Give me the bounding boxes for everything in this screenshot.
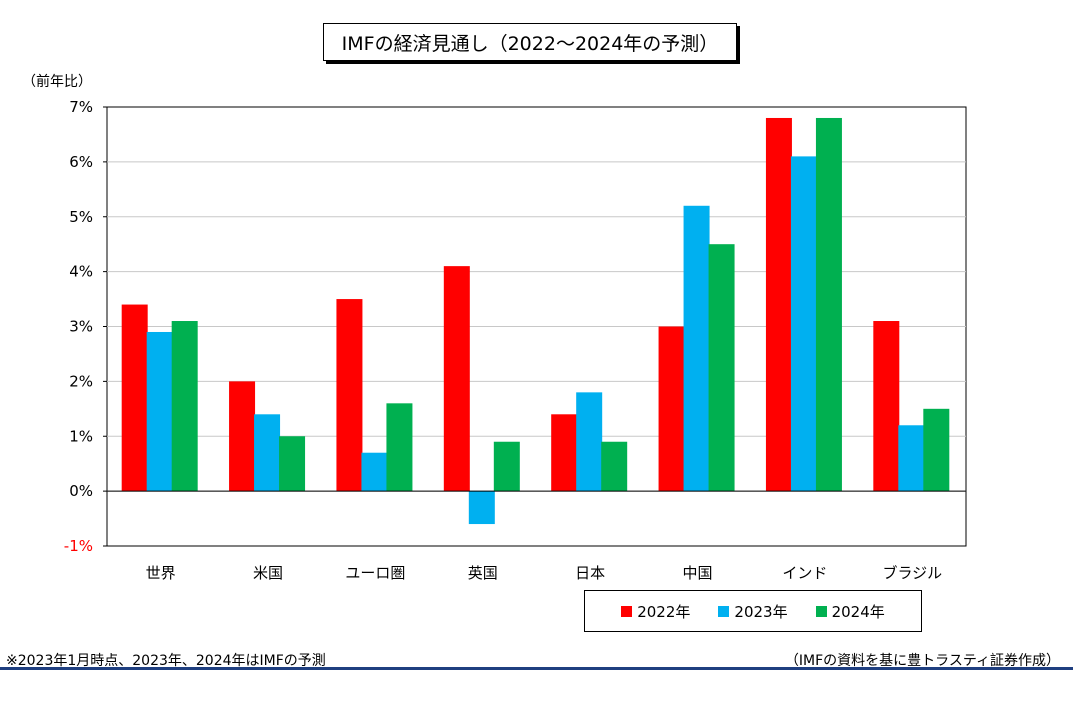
bar-2023年 (254, 414, 281, 492)
y-axis-unit-label: （前年比） (22, 74, 92, 90)
x-tick-label: インド (782, 564, 827, 582)
x-tick-label: 中国 (683, 564, 713, 582)
y-tick-label: 4% (69, 263, 93, 281)
footnote: ※2023年1月時点、2023年、2024年はIMFの予測 (6, 653, 326, 669)
bar-2022年 (336, 299, 363, 492)
bar-2024年 (279, 436, 306, 492)
bar-2023年 (790, 156, 817, 492)
bar-2024年 (923, 408, 950, 492)
bar-2024年 (815, 117, 842, 492)
y-tick-label: 5% (69, 208, 93, 226)
bar-2022年 (658, 326, 685, 492)
bar-2024年 (386, 403, 413, 492)
bar-2023年 (146, 331, 173, 492)
legend-item-2024: 2024年 (815, 601, 885, 622)
bar-2024年 (601, 441, 628, 492)
bar-2023年 (898, 425, 925, 492)
bar-2023年 (361, 452, 388, 492)
x-tick-label: 英国 (468, 564, 498, 582)
bar-2022年 (229, 381, 256, 492)
bar-2024年 (493, 441, 520, 492)
legend-label-2024: 2024年 (831, 602, 885, 621)
source-note: （IMFの資料を基に豊トラスティ証券作成） (784, 653, 1060, 669)
bottom-rule (0, 667, 1073, 670)
bar-2022年 (551, 414, 578, 492)
legend-label-2023: 2023年 (734, 602, 788, 621)
bar-2024年 (708, 244, 735, 492)
x-tick-label: 日本 (575, 564, 605, 582)
legend-item-2022: 2022年 (621, 601, 690, 622)
y-tick-label: -1% (64, 537, 93, 555)
bar-2022年 (873, 321, 900, 492)
y-tick-label: 2% (69, 372, 93, 390)
y-tick-label: 3% (69, 318, 93, 336)
x-tick-label: ユーロ圏 (345, 564, 405, 582)
x-tick-label: ブラジル (882, 564, 942, 582)
bar-2024年 (171, 321, 198, 492)
legend-item-2023: 2023年 (718, 601, 788, 622)
bar-2022年 (121, 304, 148, 492)
legend-swatch-2024 (815, 605, 827, 617)
bar-2023年 (468, 491, 495, 525)
bar-2022年 (443, 266, 470, 492)
x-tick-label: 世界 (146, 564, 176, 582)
bar-chart: -1% 0% 1% 2% 3% 4% 5% 6% 7% 世界 米国 ユーロ圏 英国 日本 中国 インド ブラジル (64, 98, 967, 582)
bar-2022年 (765, 117, 792, 492)
y-tick-label: 6% (69, 153, 93, 171)
y-tick-label: 0% (69, 482, 93, 500)
legend: 2022年 2023年 2024年 (584, 590, 922, 632)
y-tick-label: 1% (69, 427, 93, 445)
bar-2023年 (683, 205, 710, 492)
y-tick-label: 7% (69, 98, 93, 116)
x-tick-label: 米国 (253, 564, 283, 582)
chart-title: IMFの経済見通し（2022～2024年の予測） (323, 23, 737, 61)
legend-swatch-2022 (621, 605, 633, 617)
bar-2023年 (576, 392, 603, 492)
legend-label-2022: 2022年 (637, 602, 691, 621)
legend-swatch-2023 (718, 605, 730, 617)
